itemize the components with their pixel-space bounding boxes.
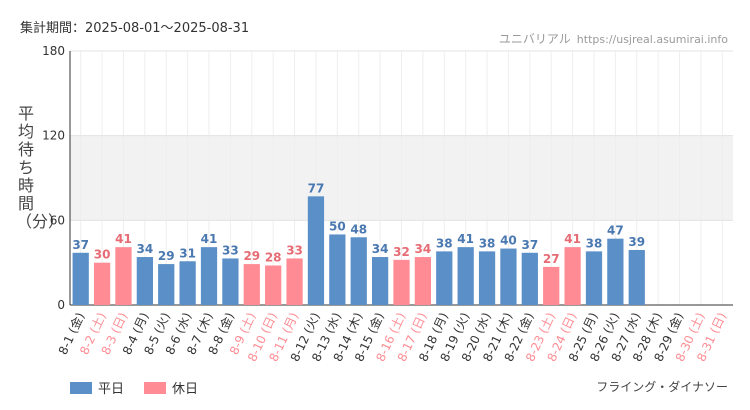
bar-value-label: 38 <box>436 236 453 250</box>
bar <box>371 257 389 305</box>
bar-value-label: 47 <box>607 224 624 238</box>
legend-holiday-swatch <box>144 381 167 394</box>
bar <box>457 247 474 305</box>
bar <box>350 237 367 305</box>
legend-weekday-swatch <box>70 381 92 394</box>
bar-value-label: 34 <box>372 242 389 256</box>
bar <box>478 251 496 305</box>
y-tick-label: 180 <box>42 44 65 58</box>
legend-weekday-label: 平日 <box>98 382 125 397</box>
legend-holiday-label: 休日 <box>172 382 199 397</box>
bar <box>136 257 153 305</box>
bar <box>158 264 175 305</box>
bar-value-label: 50 <box>329 219 346 233</box>
bar <box>393 259 410 305</box>
y-tick-label: 120 <box>42 129 65 143</box>
bar <box>543 266 560 305</box>
bar-value-label: 39 <box>628 235 645 249</box>
bar <box>607 238 624 305</box>
bar <box>585 251 603 305</box>
site-url: https://usjreal.asumirai.info <box>576 33 728 46</box>
bar-value-label: 37 <box>521 238 538 252</box>
bar-value-label: 29 <box>243 249 260 263</box>
bar-value-label: 33 <box>222 243 239 257</box>
bar-value-label: 38 <box>586 236 603 250</box>
bar <box>500 248 517 305</box>
site-credit: ユニバリアル https://usjreal.asumirai.info <box>499 30 728 47</box>
bar-value-label: 34 <box>137 242 154 256</box>
bar-value-label: 38 <box>479 236 496 250</box>
y-tick-label: 60 <box>50 213 65 227</box>
bar <box>115 247 132 305</box>
bar <box>265 265 282 305</box>
bar <box>243 264 260 305</box>
bar-value-label: 29 <box>158 249 175 263</box>
bar-value-label: 41 <box>457 232 474 246</box>
bar <box>307 196 325 305</box>
legend-holiday: 休日 <box>144 378 198 397</box>
bar-value-label: 32 <box>393 245 410 259</box>
bar <box>521 252 538 305</box>
bar <box>414 257 432 305</box>
legend: 平日 休日 <box>70 378 218 397</box>
period-label: 集計期間：2025-08-01～2025-08-31 <box>20 21 250 36</box>
bar-value-label: 40 <box>500 234 517 248</box>
bar-value-label: 27 <box>543 252 560 266</box>
bar-value-label: 41 <box>564 232 581 246</box>
bar <box>436 251 453 305</box>
bar-value-label: 77 <box>308 181 325 195</box>
bar <box>286 258 303 305</box>
bar-value-label: 31 <box>179 246 196 260</box>
bar-value-label: 30 <box>94 248 111 262</box>
bar-value-label: 34 <box>415 242 432 256</box>
bar <box>222 258 239 305</box>
bar <box>628 249 645 305</box>
bar-value-label: 37 <box>72 238 89 252</box>
bar <box>72 252 89 305</box>
bar <box>179 261 196 305</box>
legend-weekday: 平日 <box>70 378 124 397</box>
bar-value-label: 41 <box>115 232 132 246</box>
bar <box>200 247 218 305</box>
attraction-name: フライング・ダイナソー <box>596 380 728 394</box>
bar <box>564 247 581 305</box>
bar <box>329 234 346 305</box>
bar-value-label: 48 <box>350 222 367 236</box>
y-tick-label: 0 <box>57 298 65 312</box>
bar-value-label: 33 <box>286 243 303 257</box>
bar <box>93 262 111 305</box>
bar-value-label: 41 <box>201 232 218 246</box>
site-name: ユニバリアル <box>498 32 571 46</box>
bar-value-label: 28 <box>265 250 282 264</box>
